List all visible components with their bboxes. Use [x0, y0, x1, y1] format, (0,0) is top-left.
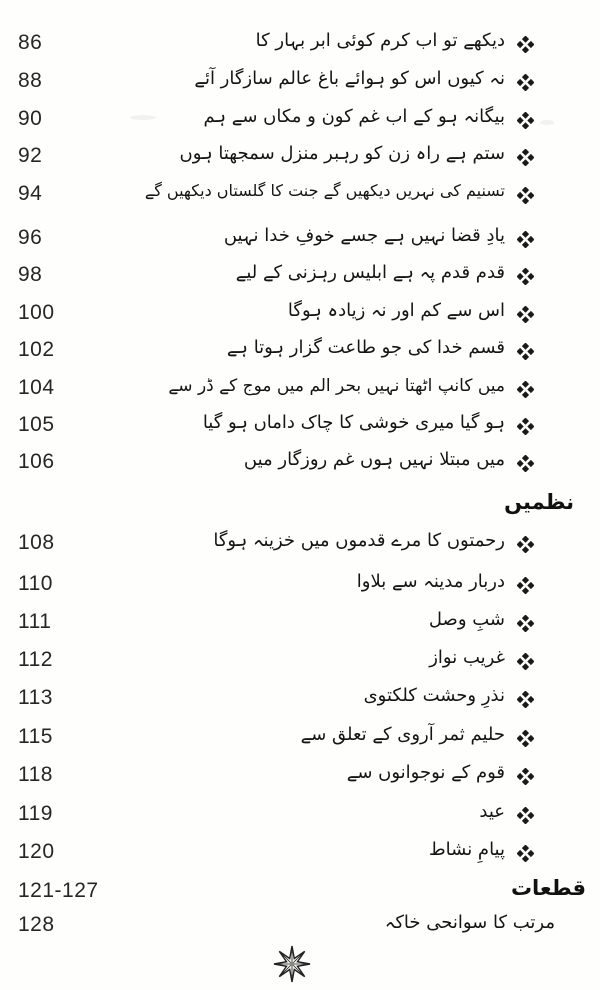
toc-row: 110 دربار مدینہ سے بلاوا: [0, 569, 600, 603]
page-number: 115: [18, 725, 53, 748]
diamond-bullet-icon: [517, 455, 534, 472]
toc-entry-title: رحمتوں کا مرے قدموں میں خزینہ ہوگا: [213, 530, 505, 551]
diamond-bullet-icon: [517, 74, 534, 91]
toc-entry-title: بیگانہ ہو کے اب غم کون و مکاں سے ہم: [203, 106, 505, 127]
toc-entry-title: نذرِ وحشت کلکتوی: [363, 685, 505, 706]
diamond-bullet-icon: [517, 653, 534, 670]
diamond-bullet-icon: [517, 768, 534, 785]
toc-row: 115 حلیم ثمر آروی کے تعلق سے: [0, 722, 600, 756]
toc-entry-title: میں مبتلا نہیں ہوں غم روزگار میں: [243, 449, 505, 470]
diamond-bullet-icon: [517, 577, 534, 594]
toc-entry-title: غریب نواز: [429, 647, 505, 668]
diamond-bullet-icon: [517, 536, 534, 553]
page-number: 108: [18, 531, 55, 554]
page-number-range: 121-127: [18, 879, 99, 902]
diamond-bullet-icon: [517, 149, 534, 166]
toc-row: 108 رحمتوں کا مرے قدموں میں خزینہ ہوگا: [0, 528, 600, 562]
diamond-bullet-icon: [517, 187, 534, 204]
toc-row: 105 ہو گیا میری خوشی کا چاک داماں ہو گیا: [0, 410, 600, 444]
page-number: 86: [18, 31, 43, 54]
diamond-bullet-icon: [517, 730, 534, 747]
toc-row: 111 شبِ وصل: [0, 607, 600, 641]
diamond-bullet-icon: [517, 231, 534, 248]
page-number: 128: [18, 913, 55, 936]
diamond-bullet-icon: [517, 845, 534, 862]
page-number: 100: [18, 301, 55, 324]
toc-entry-title: یادِ قضا نہیں ہے جسے خوفِ خدا نہیں: [223, 225, 505, 246]
toc-row: 86 دیکھے تو اب کرم کوئی ابر بہار کا: [0, 28, 600, 62]
diamond-bullet-icon: [517, 381, 534, 398]
toc-entry-title: قسم خدا کی جو طاعت گزار ہوتا ہے: [226, 337, 505, 358]
diamond-bullet-icon: [517, 691, 534, 708]
toc-row: 106 میں مبتلا نہیں ہوں غم روزگار میں: [0, 447, 600, 481]
toc-entry-title: ستم ہے راہ زن کو رہبر منزل سمجھتا ہوں: [179, 143, 505, 164]
toc-entry-title: دربار مدینہ سے بلاوا: [356, 571, 505, 592]
diamond-bullet-icon: [517, 615, 534, 632]
page-number: 119: [18, 802, 53, 825]
page-number: 90: [18, 107, 43, 130]
toc-row: 128 مرتب کا سوانحی خاکہ: [0, 910, 600, 944]
toc-entry-title: ہو گیا میری خوشی کا چاک داماں ہو گیا: [202, 412, 505, 433]
section-header-qataat: قطعات: [510, 876, 586, 900]
toc-entry-title: حلیم ثمر آروی کے تعلق سے: [300, 724, 505, 745]
toc-row: 118 قوم کے نوجوانوں سے: [0, 760, 600, 794]
toc-entry-title: نہ کیوں اس کو ہوائے باغ عالم سازگار آئے: [194, 68, 505, 89]
diamond-bullet-icon: [517, 306, 534, 323]
page-number: 98: [18, 263, 43, 286]
page-number: 105: [18, 413, 55, 436]
toc-row: 98 قدم قدم پہ ہے ابلیس رہزنی کے لیے: [0, 260, 600, 294]
page-number: 106: [18, 450, 55, 473]
toc-entry-title: قدم قدم پہ ہے ابلیس رہزنی کے لیے: [235, 262, 505, 283]
toc-row: 90 بیگانہ ہو کے اب غم کون و مکاں سے ہم: [0, 104, 600, 138]
section-header-nazmein: نظمیں: [504, 490, 574, 514]
section-header-row: 121-127 قطعات: [0, 876, 600, 910]
page-number: 111: [18, 610, 52, 633]
scan-smudge: [540, 120, 554, 125]
page-number: 96: [18, 226, 43, 249]
toc-row: 92 ستم ہے راہ زن کو رہبر منزل سمجھتا ہوں: [0, 141, 600, 175]
toc-row: 112 غریب نواز: [0, 645, 600, 679]
toc-row: 113 نذرِ وحشت کلکتوی: [0, 683, 600, 717]
page-number: 118: [18, 763, 53, 786]
toc-entry-title: مرتب کا سوانحی خاکہ: [384, 912, 555, 933]
toc-entry-title: میں کانپ اٹھتا نہیں بحر الم میں موج کے ڈ…: [168, 376, 505, 396]
diamond-bullet-icon: [517, 36, 534, 53]
toc-row: 88 نہ کیوں اس کو ہوائے باغ عالم سازگار آ…: [0, 66, 600, 100]
page-number: 88: [18, 69, 43, 92]
page-number: 94: [18, 182, 43, 205]
toc-entry-title: قوم کے نوجوانوں سے: [346, 762, 505, 783]
toc-entry-title: دیکھے تو اب کرم کوئی ابر بہار کا: [255, 30, 505, 51]
page-number: 110: [18, 572, 53, 595]
diamond-bullet-icon: [517, 807, 534, 824]
toc-entry-title: عید: [479, 801, 505, 822]
toc-row: 119 عید: [0, 799, 600, 833]
page-number: 104: [18, 376, 55, 399]
toc-entry-title: اس سے کم اور نہ زیادہ ہوگا: [287, 300, 505, 321]
eight-pointed-star-icon: [272, 944, 312, 984]
diamond-bullet-icon: [517, 418, 534, 435]
toc-entry-title: شبِ وصل: [428, 609, 505, 630]
page-number: 102: [18, 338, 55, 361]
diamond-bullet-icon: [517, 343, 534, 360]
toc-row: 96 یادِ قضا نہیں ہے جسے خوفِ خدا نہیں: [0, 223, 600, 257]
toc-row: 100 اس سے کم اور نہ زیادہ ہوگا: [0, 298, 600, 332]
toc-row: 104 میں کانپ اٹھتا نہیں بحر الم میں موج …: [0, 373, 600, 407]
scan-smudge: [130, 115, 156, 120]
toc-entry-title: تسنیم کی نہریں دیکھیں گے جنت کا گلستاں د…: [144, 181, 505, 200]
diamond-bullet-icon: [517, 112, 534, 129]
toc-row: 94 تسنیم کی نہریں دیکھیں گے جنت کا گلستا…: [0, 179, 600, 213]
page-number: 120: [18, 840, 55, 863]
section-header-row: نظمیں: [0, 490, 600, 524]
page-number: 113: [18, 686, 53, 709]
toc-row: 102 قسم خدا کی جو طاعت گزار ہوتا ہے: [0, 335, 600, 369]
page-number: 92: [18, 144, 43, 167]
page-number: 112: [18, 648, 53, 671]
toc-row: 120 پیامِ نشاط: [0, 837, 600, 871]
toc-entry-title: پیامِ نشاط: [429, 839, 505, 860]
diamond-bullet-icon: [517, 268, 534, 285]
